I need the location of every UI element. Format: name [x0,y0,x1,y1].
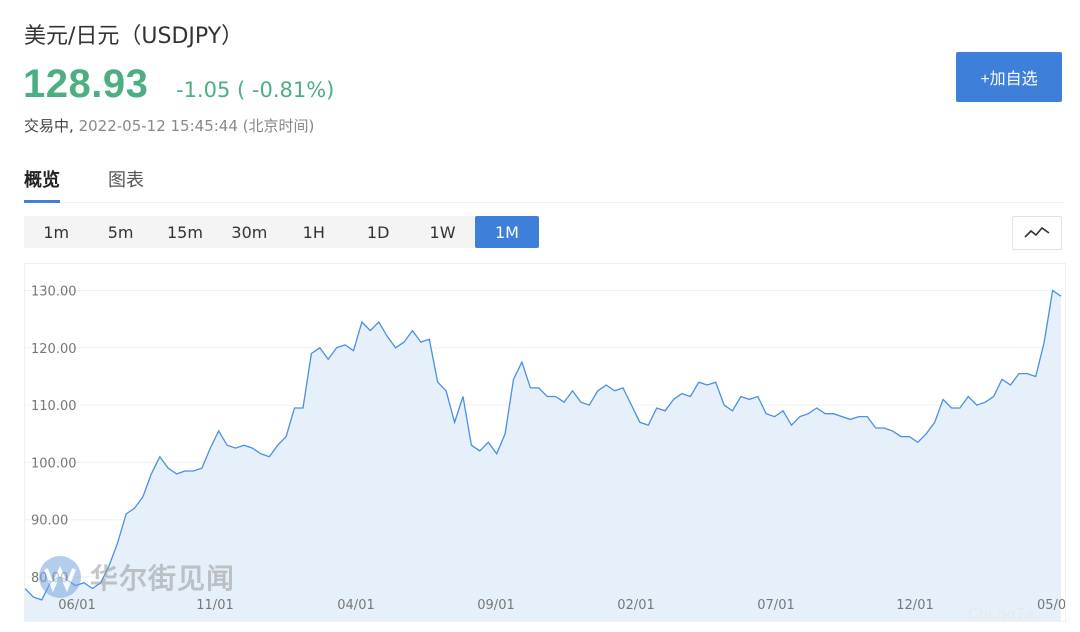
x-tick-label: 05/0 [1037,598,1065,613]
period-5m[interactable]: 5m [107,222,134,242]
period-1m[interactable]: 1m [43,222,70,242]
period-1h[interactable]: 1H [302,222,325,242]
tab-chart[interactable]: 图表 [108,170,144,191]
trading-status: 交易中, 2022-05-12 15:45:44 (北京时间) [24,115,314,136]
period-1mo[interactable]: 1M [474,216,540,248]
x-tick-label: 06/01 [58,598,95,613]
price-area [25,290,1061,621]
corner-watermark: Chi.no7a [968,605,1035,623]
x-tick-label: 02/01 [617,598,654,613]
y-tick-label: 110.00 [31,399,77,414]
price-chart-svg: 130.00120.00110.00100.0090.0080.0006/011… [24,285,1066,621]
y-tick-label: 100.00 [31,456,77,471]
period-15m[interactable]: 15m [167,222,203,242]
period-selector: 1m 5m 15m 30m 1H 1D 1W 1M [24,216,540,248]
watermark-text: 华尔街见闻 [90,562,236,595]
x-tick-label: 09/01 [477,598,514,613]
x-tick-label: 04/01 [337,598,374,613]
x-tick-label: 07/01 [757,598,794,613]
current-price: 128.93 [23,62,149,106]
chart-type-button[interactable] [1012,216,1062,250]
x-tick-label: 11/01 [196,598,233,613]
add-to-watchlist-button[interactable]: +加自选 [956,52,1062,102]
y-tick-label: 90.00 [31,514,68,529]
period-30m[interactable]: 30m [231,222,268,242]
period-1d[interactable]: 1D [366,222,390,242]
x-tick-label: 12/01 [896,598,933,613]
tab-bar: 概览 图表 [24,166,1064,203]
watermark-icon [39,556,81,598]
status-label: 交易中, [24,117,74,135]
price-change: -1.05 ( -0.81%) [176,78,335,102]
y-tick-label: 120.00 [31,342,77,357]
page-title: 美元/日元（USDJPY） [24,24,244,49]
line-chart-icon [1024,224,1050,243]
watermark-logo: 华尔街见闻 [38,555,235,599]
status-timestamp: 2022-05-12 15:45:44 (北京时间) [78,117,315,135]
price-line [24,289,1062,601]
y-tick-label: 130.00 [31,285,77,300]
period-1w[interactable]: 1W [429,222,456,242]
tab-overview[interactable]: 概览 [24,166,60,203]
price-chart: 130.00120.00110.00100.0090.0080.0006/011… [24,263,1066,622]
